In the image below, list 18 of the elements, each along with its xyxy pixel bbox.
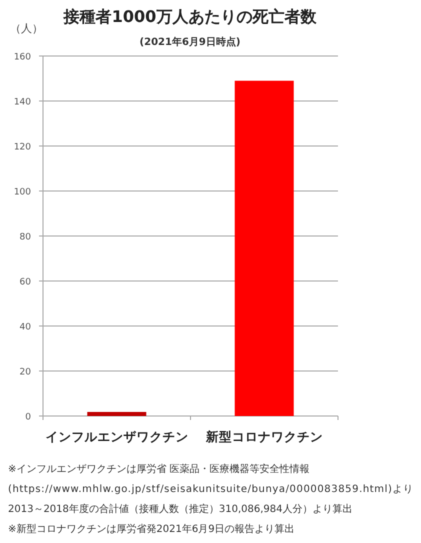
x-tick-label: 新型コロナワクチン [204,429,323,444]
text: (https://www.mhlw.go.jp/stf/seisakunitsuite/bunya/0000083859.html)より [8,484,413,495]
y-axis-title: （人） [10,22,43,35]
y-tick-label: 40 [20,322,32,332]
chart-title: 接種者1000万人あたりの死亡者数 [62,7,318,26]
y-tick-label: 20 [20,368,32,378]
y-tick-label: 160 [14,52,32,62]
y-tick-label: 100 [14,188,32,198]
text: ※新型コロナワクチンは厚労省発2021年6月9日の報告より算出 [8,523,295,535]
y-tick-label: 80 [20,232,32,242]
y-tick-label: 120 [14,142,32,152]
y-tick-label: 0 [25,412,32,422]
x-tick-label: インフルエンザワクチン [45,429,188,444]
chart-subtitle: (2021年6月9日時点) [140,36,240,48]
text: ※インフルエンザワクチンは厚労省 医薬品・医療機器等安全性情報 [8,463,310,475]
y-tick-label: 60 [20,278,32,288]
y-tick-label: 140 [14,98,32,108]
text: 2013～2018年度の合計値（接種人数（推定）310,086,984人分）より算出 [8,503,353,515]
